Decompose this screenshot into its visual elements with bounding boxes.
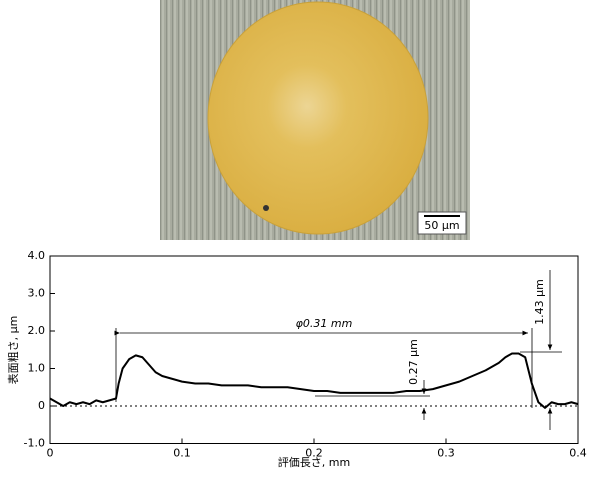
y-tick-label: 2.0 [28, 324, 46, 337]
pad [208, 2, 428, 234]
annotation: 1.43 μm [533, 279, 546, 325]
y-tick-label: 3.0 [28, 287, 46, 300]
scale-bar-label: 50 μm [424, 219, 459, 232]
y-axis-label: 表面粗さ, μm [6, 316, 20, 385]
micrograph: 50 μm [160, 0, 470, 240]
chart: φ0.31 mm 0.27 μm 1.43 μm 表面粗さ, μm 評価長さ, … [6, 256, 578, 469]
x-tick-label: 0.3 [437, 447, 455, 460]
profile-line [50, 354, 578, 408]
x-tick-label: 0.1 [173, 447, 191, 460]
spot [263, 205, 269, 211]
y-tick-label: 1.0 [28, 362, 46, 375]
x-tick-label: 0.4 [569, 447, 587, 460]
y-tick-label: 4.0 [28, 249, 46, 262]
plot-frame [50, 256, 578, 444]
annotation: φ0.31 mm [296, 317, 353, 330]
y-tick-label: -1.0 [24, 437, 45, 450]
x-tick-label: 0 [47, 447, 54, 460]
figure: 50 μm φ0.31 mm 0.27 μm 1.43 μm 表面粗さ, μm … [0, 0, 598, 472]
x-tick-label: 0.2 [305, 447, 323, 460]
y-tick-label: 0 [38, 399, 45, 412]
annotation: 0.27 μm [407, 339, 420, 385]
